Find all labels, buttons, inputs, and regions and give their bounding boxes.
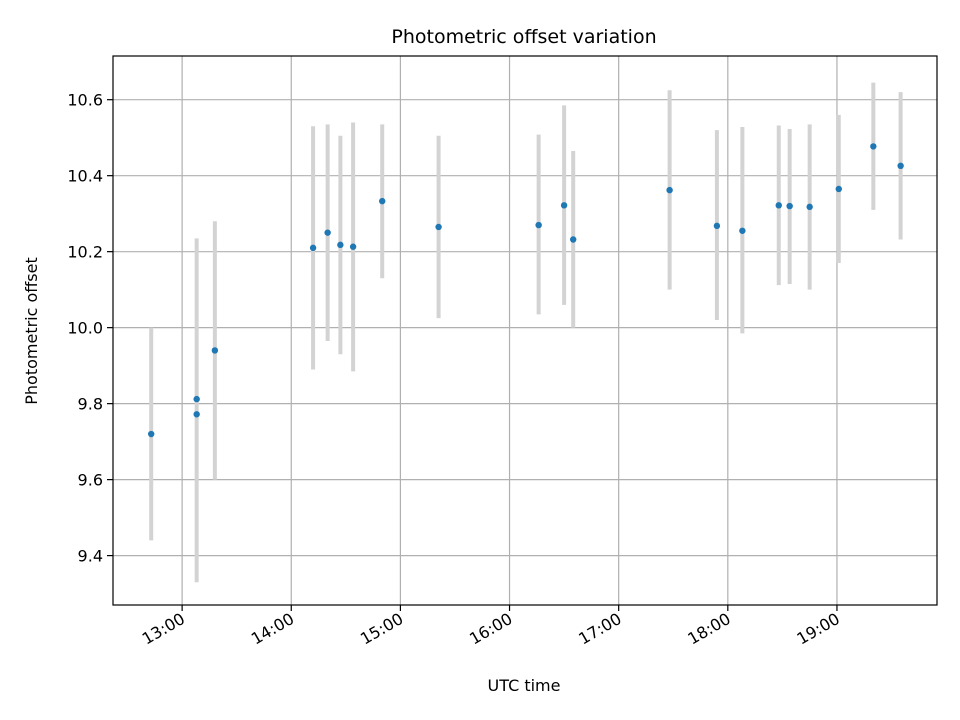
- data-point: [713, 222, 721, 230]
- data-point: [337, 241, 344, 249]
- data-point: [666, 186, 673, 194]
- y-axis-ticks: 9.4 9.6 9.8 10.0 10.2 10.4 10.6: [67, 91, 113, 566]
- data-point: [870, 143, 877, 150]
- data-point: [739, 227, 746, 234]
- data-point: [324, 229, 331, 236]
- y-tick-label: 10.6: [67, 91, 103, 110]
- data-point: [349, 243, 357, 250]
- data-point: [435, 223, 442, 231]
- data-point: [775, 202, 782, 209]
- data-point: [379, 197, 386, 205]
- y-tick-label: 10.4: [67, 167, 103, 186]
- data-point: [147, 430, 155, 438]
- data-point: [193, 411, 200, 418]
- data-point: [211, 347, 219, 354]
- y-tick-label: 9.4: [78, 547, 103, 566]
- x-axis-label: UTC time: [488, 676, 561, 695]
- data-point: [193, 395, 200, 403]
- data-point: [897, 162, 904, 169]
- data-point: [570, 236, 577, 243]
- data-point: [309, 244, 317, 252]
- grid: [113, 56, 937, 605]
- data-point: [535, 221, 542, 229]
- data-markers: [147, 143, 904, 438]
- y-tick-label: 9.8: [78, 395, 103, 414]
- data-point: [835, 185, 842, 193]
- y-tick-label: 10.0: [67, 319, 103, 338]
- data-point: [786, 202, 793, 210]
- y-axis-label: Photometric offset: [22, 257, 41, 405]
- y-tick-label: 10.2: [67, 243, 103, 262]
- plot-area-frame: [112, 55, 938, 606]
- data-point: [560, 202, 568, 209]
- y-tick-label: 9.6: [78, 471, 103, 490]
- chart-title: Photometric offset variation: [391, 26, 656, 48]
- data-point: [806, 203, 813, 211]
